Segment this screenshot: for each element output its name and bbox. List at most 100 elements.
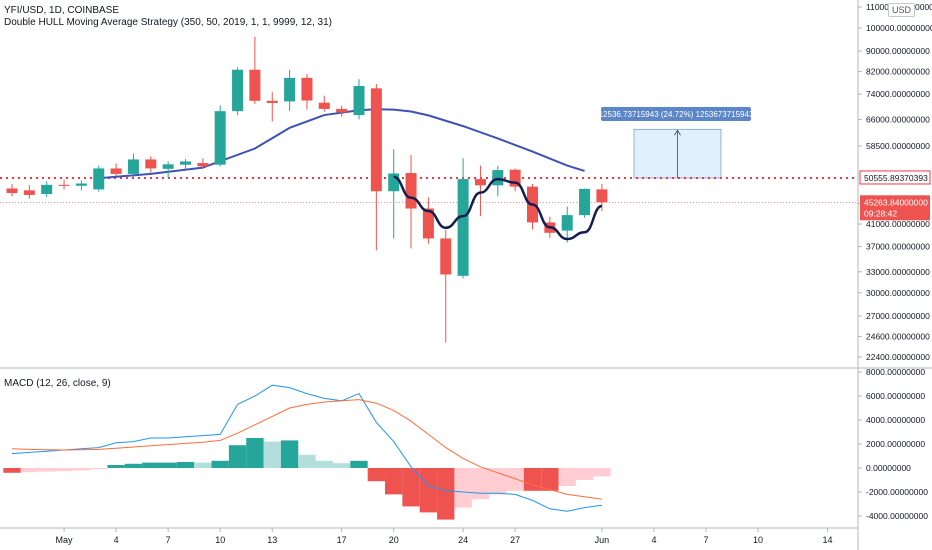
macd-histogram-bar <box>385 468 403 495</box>
macd-histogram-bar <box>20 468 39 473</box>
time-tick-label: 17 <box>337 535 347 545</box>
strategy-legend[interactable]: Double HULL Moving Average Strategy (350… <box>4 17 332 28</box>
candle-body <box>162 164 174 169</box>
macd-histogram-bar <box>263 441 281 468</box>
currency-badge[interactable]: USD <box>888 3 916 17</box>
candle-body <box>370 88 382 192</box>
candle <box>6 183 18 197</box>
candle-body <box>457 179 469 276</box>
macd-histogram-bar <box>124 463 143 468</box>
candle <box>145 156 157 173</box>
macd-tick-label: -2000.00000000 <box>866 487 928 497</box>
time-tick-label: May <box>56 535 74 545</box>
candle <box>266 92 278 122</box>
candle <box>232 67 244 116</box>
macd-histogram-bar <box>402 468 420 507</box>
candle <box>110 163 122 177</box>
macd-histogram-bar <box>246 438 264 468</box>
macd-histogram-bar <box>72 468 91 471</box>
price-tick-label: 41000.00000000 <box>866 219 930 229</box>
measure-label-text: 12536.73715943 (24.72%) 1253673715943 <box>599 110 754 119</box>
candle-body <box>214 111 226 165</box>
macd-histogram-bar <box>38 468 56 472</box>
time-tick-label: 27 <box>510 535 520 545</box>
price-tick-label: 22400.00000000 <box>866 352 930 362</box>
candle <box>422 197 434 244</box>
time-tick-label: 7 <box>703 535 708 545</box>
candle-body <box>336 108 348 113</box>
macd-histogram-bar <box>90 468 108 470</box>
macd-histogram-bar <box>176 462 195 468</box>
candle <box>41 181 53 198</box>
last-price-badge <box>860 195 930 221</box>
macd-tick-label: 0.00000000 <box>866 463 911 473</box>
candle <box>561 206 573 243</box>
macd-histogram-bar <box>593 468 611 477</box>
candle-body <box>474 179 486 186</box>
macd-histogram-bar <box>489 468 507 495</box>
candle-body <box>93 168 105 190</box>
macd-histogram-bar <box>142 462 160 468</box>
candle <box>214 105 226 167</box>
price-tick-label: 90000.00000000 <box>866 46 930 56</box>
macd-histogram-bar <box>506 468 524 491</box>
candle-body <box>180 161 191 165</box>
candle <box>336 105 348 117</box>
macd-histogram-bar <box>471 468 490 500</box>
level-price-badge <box>859 170 931 185</box>
candle-body <box>6 188 18 194</box>
candle <box>353 79 365 120</box>
macd-histogram-bar <box>159 462 177 468</box>
price-tick-label: 74000.00000000 <box>866 89 930 99</box>
macd-tick-label: 4000.00000000 <box>866 415 925 425</box>
measure-label-box <box>601 107 751 121</box>
candle-body <box>41 184 53 195</box>
macd-histogram-bar <box>211 460 229 468</box>
candle-body <box>388 173 400 192</box>
candle <box>197 158 209 169</box>
price-tick-label: 24600.00000000 <box>866 331 930 341</box>
candle-body <box>318 102 330 109</box>
candle <box>180 159 191 170</box>
macd-histogram-bar <box>55 468 73 471</box>
price-tick-label: 30000.00000000 <box>866 288 930 298</box>
candle-body <box>509 169 521 187</box>
price-tick-label: 58500.00000000 <box>866 141 930 151</box>
macd-histogram-bar <box>523 468 542 491</box>
symbol-legend[interactable]: YFI/USD, 1D, COINBASE <box>4 5 120 16</box>
macd-histogram-bar <box>194 462 212 468</box>
candle <box>58 179 70 190</box>
candle <box>249 36 261 104</box>
price-tick-label: 82000.00000000 <box>866 67 930 77</box>
hull-slow-series-line <box>393 175 603 241</box>
time-tick-label: 13 <box>267 535 277 545</box>
candle <box>75 180 87 191</box>
macd-histogram-bar <box>350 460 368 468</box>
macd-histogram-bar <box>367 468 386 482</box>
macd-legend[interactable]: MACD (12, 26, close, 9) <box>4 378 111 389</box>
macd-histogram-bar <box>419 468 438 513</box>
macd-histogram-bar <box>575 468 594 480</box>
candle <box>370 84 382 251</box>
macd-histogram-bar <box>280 440 299 468</box>
time-tick-label: 10 <box>215 535 225 545</box>
time-tick-label: 10 <box>753 535 763 545</box>
time-tick-label: 24 <box>458 535 468 545</box>
candle-body <box>266 100 278 103</box>
candle-body <box>197 163 209 167</box>
hull-fast-series-line <box>98 108 585 180</box>
measure-arrow-head <box>674 129 681 136</box>
candle <box>474 165 486 217</box>
candle <box>457 158 469 279</box>
macd-histogram-bar <box>541 468 559 491</box>
macd-histogram-bar <box>3 468 21 473</box>
price-tick-label: 66000.00000000 <box>866 114 930 124</box>
candle <box>492 165 504 197</box>
macd-histogram-bar <box>437 468 455 520</box>
candle-body <box>579 188 591 216</box>
candle <box>318 95 330 112</box>
price-tick-label: 27000.00000000 <box>866 311 930 321</box>
candle-body <box>301 77 313 101</box>
